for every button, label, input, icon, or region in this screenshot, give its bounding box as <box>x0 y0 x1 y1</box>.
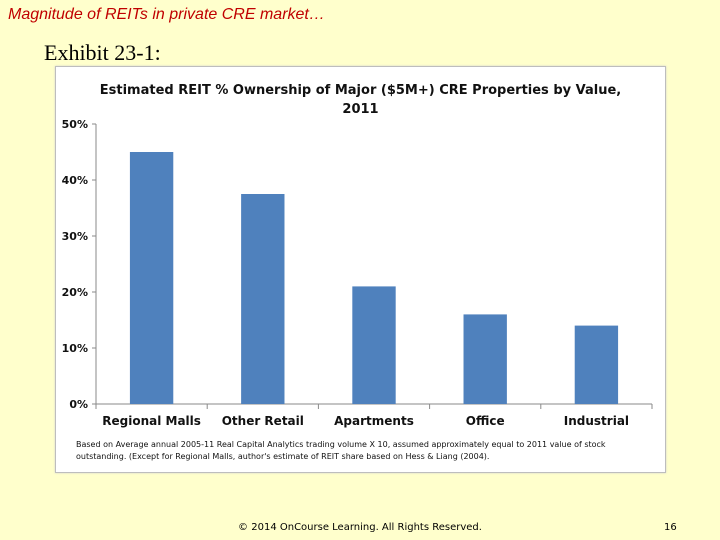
y-tick-label: 50% <box>62 118 88 131</box>
x-category-label: Industrial <box>564 414 629 428</box>
page-number: 16 <box>664 522 677 533</box>
x-category-label: Apartments <box>334 414 414 428</box>
bar <box>352 286 396 404</box>
y-tick-label: 20% <box>62 286 88 299</box>
chart-title-line-2: 2011 <box>342 102 379 117</box>
y-tick-label: 0% <box>69 398 88 411</box>
bar <box>241 194 285 404</box>
y-tick-label: 40% <box>62 174 88 187</box>
y-tick-label: 10% <box>62 342 88 355</box>
x-category-label: Regional Malls <box>102 414 201 428</box>
chart-title: Estimated REIT % Ownership of Major ($5M… <box>56 81 665 119</box>
chart-footnote-line-1: Based on Average annual 2005-11 Real Cap… <box>76 440 606 449</box>
bar <box>574 325 619 404</box>
copyright-notice: © 2014 OnCourse Learning. All Rights Res… <box>238 522 482 533</box>
bar <box>463 314 507 404</box>
chart-footnote-line-2: outstanding. (Except for Regional Malls,… <box>76 452 490 461</box>
x-category-label: Office <box>466 414 505 428</box>
x-category-label: Other Retail <box>222 414 304 428</box>
slide-title: Magnitude of REITs in private CRE market… <box>8 6 325 23</box>
bar <box>129 152 174 404</box>
chart-container: Estimated REIT % Ownership of Major ($5M… <box>55 66 666 473</box>
exhibit-label: Exhibit 23-1: <box>44 40 161 65</box>
y-tick-label: 30% <box>62 230 88 243</box>
chart-title-line-1: Estimated REIT % Ownership of Major ($5M… <box>99 83 622 98</box>
chart-footnote: Based on Average annual 2005-11 Real Cap… <box>76 439 636 463</box>
bar-chart: 0% 10% 20% 30% 40% 50% Regional Malls Other Ret… <box>62 118 653 428</box>
